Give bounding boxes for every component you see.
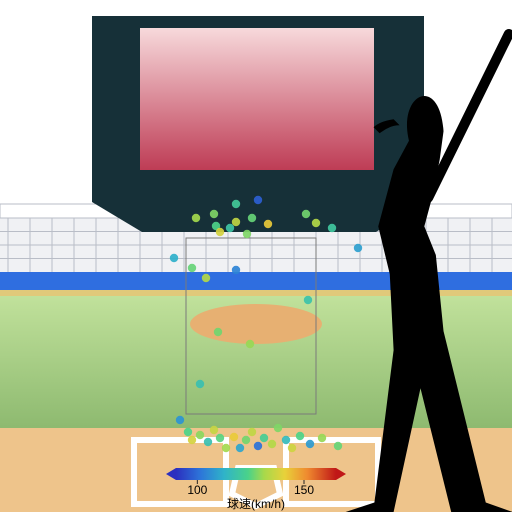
pitch-point (248, 214, 256, 222)
pitch-point (274, 424, 282, 432)
pitch-point (264, 220, 272, 228)
pitch-point (188, 436, 196, 444)
pitch-point (232, 218, 240, 226)
pitch-point (222, 444, 230, 452)
pitch-point (243, 230, 251, 238)
pitch-point (312, 219, 320, 227)
pitch-point (248, 428, 256, 436)
colorbar-label: 球速(km/h) (227, 497, 285, 511)
pitch-point (170, 254, 178, 262)
pitch-point (210, 426, 218, 434)
pitch-point (328, 224, 336, 232)
pitch-point (176, 416, 184, 424)
pitch-point (254, 196, 262, 204)
pitch-point (232, 266, 240, 274)
pitch-point (254, 442, 262, 450)
pitch-point (204, 438, 212, 446)
pitch-point (268, 440, 276, 448)
pitch-point (306, 440, 314, 448)
pitch-point (202, 274, 210, 282)
pitch-point (184, 428, 192, 436)
colorbar-tick: 150 (294, 483, 314, 497)
pitch-point (216, 434, 224, 442)
pitch-point (230, 433, 238, 441)
pitch-point (282, 436, 290, 444)
pitch-point (196, 431, 204, 439)
pitch-point (232, 200, 240, 208)
pitch-point (302, 210, 310, 218)
scoreboard-screen (140, 28, 374, 170)
pitch-point (214, 328, 222, 336)
pitch-point (304, 296, 312, 304)
pitchers-mound (190, 304, 322, 344)
pitch-point (192, 214, 200, 222)
pitch-point (260, 434, 268, 442)
pitch-point (236, 444, 244, 452)
pitch-point (318, 434, 326, 442)
pitch-point (242, 436, 250, 444)
pitch-point (334, 442, 342, 450)
pitch-point (210, 210, 218, 218)
pitch-point (296, 432, 304, 440)
pitch-point (288, 444, 296, 452)
pitch-point (354, 244, 362, 252)
pitch-point (226, 224, 234, 232)
pitch-point (188, 264, 196, 272)
pitch-point (196, 380, 204, 388)
colorbar-tick: 100 (187, 483, 207, 497)
pitch-point (216, 228, 224, 236)
pitch-point (246, 340, 254, 348)
